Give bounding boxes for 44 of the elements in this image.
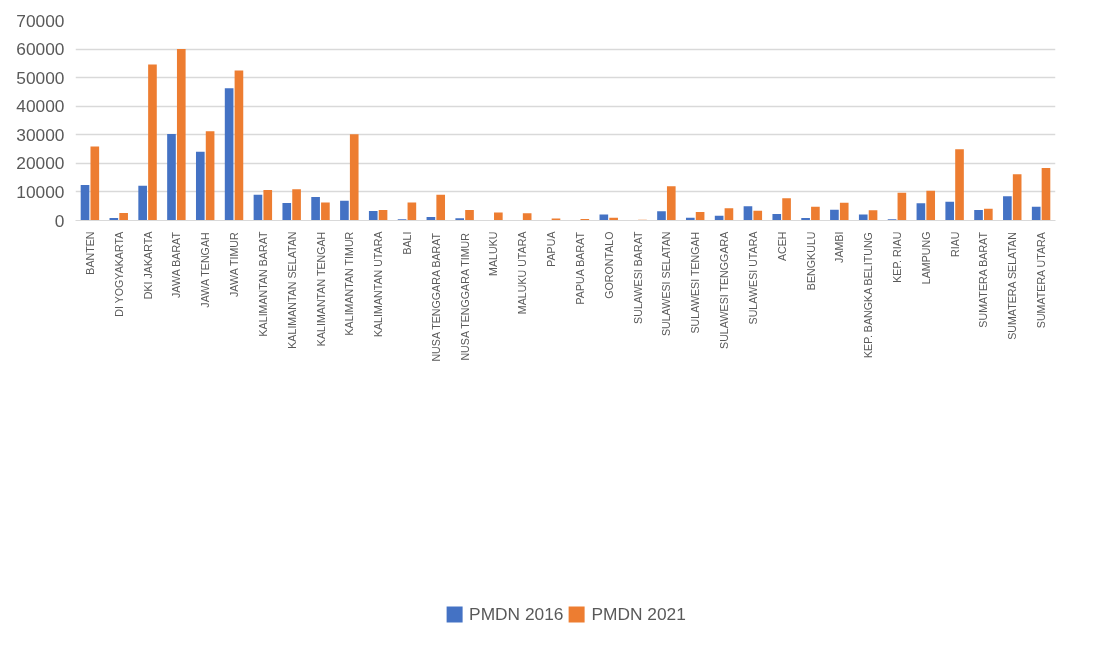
x-tick-label: SULAWESI TENGGARA	[718, 230, 731, 349]
x-tick-label: PAPUA BARAT	[573, 231, 586, 305]
y-tick-label: 10000	[16, 181, 65, 202]
x-tick-label: SULAWESI SELATAN	[660, 231, 673, 337]
x-tick-label: SUMATERA SELATAN	[1006, 232, 1019, 340]
x-tick-label: KALIMANTAN TENGAH	[314, 231, 327, 347]
x-tick-label: DI YOGYAKARTA	[112, 230, 125, 317]
x-tick-label: MALUKU UTARA	[516, 230, 529, 315]
y-tick-label: 60000	[16, 39, 65, 60]
x-tick-label: JAMBI	[833, 231, 846, 263]
y-tick-label: 0	[54, 210, 65, 231]
x-tick-label: SULAWESI TENGAH	[689, 231, 702, 334]
x-tick-label: BANTEN	[83, 231, 96, 275]
y-tick-label: 30000	[16, 124, 65, 145]
y-tick-label: 50000	[16, 67, 65, 88]
y-tick-label: 70000	[16, 10, 65, 31]
x-tick-label: BENGKULU	[804, 231, 817, 291]
x-tick-label: SULAWESI UTARA	[746, 230, 759, 325]
x-tick-label: ACEH	[775, 231, 788, 262]
x-tick-label: KALIMANTAN UTARA	[372, 230, 385, 338]
x-tick-label: SUMATERA BARAT	[977, 231, 990, 328]
x-tick-label: JAWA TENGAH	[199, 232, 212, 308]
x-tick-label: JAWA BARAT	[170, 231, 183, 299]
x-tick-label: BALI	[400, 231, 413, 255]
x-tick-label: KALIMANTAN BARAT	[256, 231, 269, 337]
x-tick-label: KALIMANTAN TIMUR	[343, 231, 356, 336]
x-tick-label: LAMPUNG	[919, 231, 932, 285]
x-tick-label: KEP. RIAU	[890, 231, 903, 283]
x-tick-label: NUSA TENGGARA TIMUR	[458, 232, 471, 361]
x-tick-label: JAWA TIMUR	[228, 231, 241, 298]
x-tick-label: KALIMANTAN SELATAN	[285, 231, 298, 349]
y-tick-label: 40000	[16, 96, 65, 117]
x-tick-label: SULAWESI BARAT	[631, 231, 644, 324]
x-tick-label: RIAU	[948, 231, 961, 257]
legend-label: PMDN 2021	[591, 603, 686, 625]
x-tick-label: SUMATERA UTARA	[1035, 231, 1048, 329]
x-tick-label: NUSA TENGGARA BARAT	[429, 232, 442, 362]
x-tick-label: PAPUA	[545, 230, 558, 267]
y-tick-label: 20000	[16, 153, 65, 174]
x-tick-label: MALUKU	[487, 231, 500, 276]
x-tick-label: DKI JAKARTA	[141, 230, 154, 300]
legend-label: PMDN 2016	[469, 603, 564, 625]
x-tick-label: KEP. BANGKA BELITUNG	[862, 232, 875, 359]
x-tick-label: GORONTALO	[602, 231, 615, 299]
